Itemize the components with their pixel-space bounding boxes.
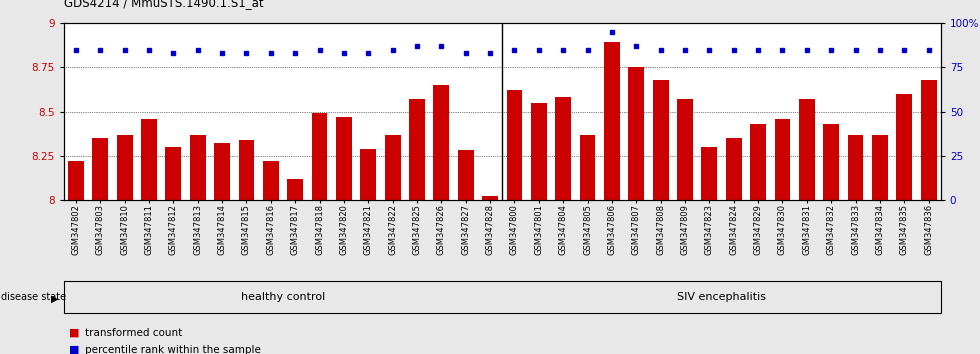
Bar: [604, 42, 619, 200]
Bar: [409, 99, 425, 200]
Bar: [361, 149, 376, 200]
Text: ■: ■: [69, 328, 79, 338]
Bar: [287, 179, 303, 200]
Bar: [312, 113, 327, 200]
Text: SIV encephalitis: SIV encephalitis: [677, 292, 766, 302]
Bar: [726, 138, 742, 200]
Bar: [336, 117, 352, 200]
Text: GDS4214 / MmuSTS.1490.1.S1_at: GDS4214 / MmuSTS.1490.1.S1_at: [64, 0, 264, 9]
Bar: [385, 135, 401, 200]
Bar: [166, 147, 181, 200]
Bar: [702, 147, 717, 200]
Bar: [92, 138, 108, 200]
Bar: [823, 124, 839, 200]
Text: percentile rank within the sample: percentile rank within the sample: [85, 345, 261, 354]
Bar: [750, 124, 766, 200]
Bar: [190, 135, 206, 200]
Bar: [799, 99, 814, 200]
Text: ■: ■: [69, 345, 79, 354]
Bar: [872, 135, 888, 200]
Bar: [68, 161, 84, 200]
Text: healthy control: healthy control: [241, 292, 325, 302]
Bar: [238, 140, 255, 200]
Bar: [458, 150, 473, 200]
Bar: [117, 135, 132, 200]
Text: disease state: disease state: [1, 292, 66, 302]
Bar: [141, 119, 157, 200]
Bar: [774, 119, 790, 200]
Bar: [531, 103, 547, 200]
Text: ▶: ▶: [51, 294, 59, 304]
Bar: [848, 135, 863, 200]
Bar: [482, 196, 498, 200]
Bar: [653, 80, 668, 200]
Bar: [433, 85, 449, 200]
Bar: [628, 67, 644, 200]
Bar: [920, 80, 937, 200]
Bar: [677, 99, 693, 200]
Bar: [215, 143, 230, 200]
Bar: [579, 135, 596, 200]
Bar: [507, 90, 522, 200]
Bar: [263, 161, 278, 200]
Bar: [556, 97, 571, 200]
Text: transformed count: transformed count: [85, 328, 182, 338]
Bar: [897, 94, 912, 200]
